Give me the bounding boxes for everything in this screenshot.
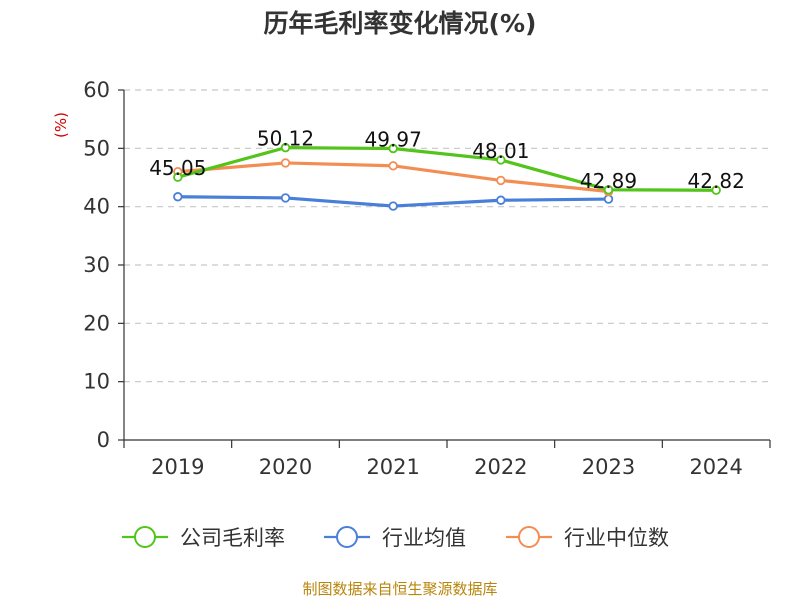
series-line <box>176 146 718 192</box>
y-tick-label: 10 <box>83 370 110 394</box>
data-point <box>711 185 721 195</box>
data-point <box>388 143 398 154</box>
data-point <box>173 192 183 202</box>
data-labels: 45.05 50.12 49.97 48.01 42.89 42.82 <box>149 127 745 194</box>
data-label: 42.89 <box>580 169 637 193</box>
x-tick-label: 2024 <box>689 455 742 479</box>
data-point <box>388 161 398 171</box>
legend-swatch-marker <box>518 526 540 548</box>
data-point <box>603 185 614 195</box>
y-tick-label: 0 <box>97 428 110 452</box>
y-axis-unit: (%) <box>52 112 70 138</box>
data-label: 50.12 <box>257 127 314 151</box>
data-point <box>603 194 614 204</box>
legend-label: 行业中位数 <box>564 526 669 550</box>
data-point <box>496 155 506 165</box>
source-note: 制图数据来自恒生聚源数据库 <box>302 580 497 598</box>
data-point <box>280 158 291 168</box>
data-point <box>280 193 291 203</box>
axes: 0 10 20 30 40 50 60 2019 2020 2021 2022 2023 2024 <box>83 78 771 479</box>
x-tick-label: 2019 <box>151 455 204 479</box>
legend-swatch-marker <box>134 526 156 548</box>
data-label: 48.01 <box>472 139 529 163</box>
x-tick-label: 2023 <box>582 455 635 479</box>
data-point <box>388 201 398 211</box>
y-tick-label: 30 <box>83 253 110 277</box>
series-lines <box>173 142 721 211</box>
data-point <box>496 175 506 186</box>
chart-title: 历年毛利率变化情况(%) <box>264 9 537 38</box>
y-tick-label: 60 <box>83 78 110 102</box>
y-tick-label: 40 <box>83 195 110 219</box>
legend-swatch-marker <box>336 526 358 548</box>
data-point <box>496 195 506 205</box>
y-tick-label: 20 <box>83 311 110 335</box>
data-point <box>280 142 291 153</box>
data-label: 49.97 <box>365 128 422 152</box>
data-label: 42.82 <box>688 169 745 193</box>
legend: 公司毛利率 行业均值 行业中位数 <box>122 526 669 550</box>
x-tick-label: 2022 <box>474 455 527 479</box>
data-point <box>173 172 183 182</box>
y-tick-label: 50 <box>83 136 110 160</box>
data-label: 45.05 <box>149 156 206 180</box>
legend-label: 公司毛利率 <box>180 526 285 550</box>
gridlines <box>124 89 770 383</box>
x-tick-label: 2021 <box>366 455 419 479</box>
x-tick-label: 2020 <box>259 455 312 479</box>
legend-label: 行业均值 <box>382 526 466 550</box>
